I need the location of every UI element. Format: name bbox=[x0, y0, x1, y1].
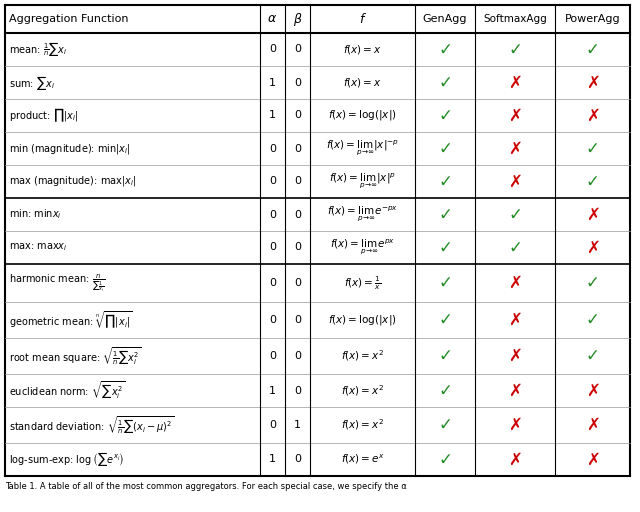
Text: 0: 0 bbox=[294, 77, 301, 88]
Text: 0: 0 bbox=[294, 177, 301, 186]
Text: $f(x) = \lim_{p\to\infty} |x|^{p}$: $f(x) = \lim_{p\to\infty} |x|^{p}$ bbox=[329, 172, 396, 191]
Text: 0: 0 bbox=[294, 209, 301, 220]
Text: 0: 0 bbox=[269, 243, 276, 252]
Text: 1: 1 bbox=[269, 77, 276, 88]
Text: 0: 0 bbox=[269, 315, 276, 325]
Text: 0: 0 bbox=[269, 209, 276, 220]
Text: $f(x) = x$: $f(x) = x$ bbox=[343, 43, 382, 56]
Text: 0: 0 bbox=[269, 420, 276, 430]
Text: ✗: ✗ bbox=[586, 74, 600, 92]
Text: max (magnitude): $\max |x_i|$: max (magnitude): $\max |x_i|$ bbox=[9, 175, 136, 188]
Text: $f(x) = \lim_{p\to\infty} e^{px}$: $f(x) = \lim_{p\to\infty} e^{px}$ bbox=[330, 238, 395, 257]
Text: ✗: ✗ bbox=[586, 106, 600, 124]
Text: ✓: ✓ bbox=[586, 40, 600, 58]
Text: geometric mean: $\sqrt[n]{\prod |x_i|}$: geometric mean: $\sqrt[n]{\prod |x_i|}$ bbox=[9, 309, 132, 331]
Text: $f(x) = \log(|x|)$: $f(x) = \log(|x|)$ bbox=[328, 109, 397, 122]
Text: ✓: ✓ bbox=[586, 139, 600, 158]
Text: 0: 0 bbox=[294, 386, 301, 395]
Text: ✗: ✗ bbox=[508, 139, 522, 158]
Text: ✗: ✗ bbox=[586, 381, 600, 399]
Text: 0: 0 bbox=[269, 45, 276, 54]
Text: ✗: ✗ bbox=[586, 239, 600, 257]
Text: ✓: ✓ bbox=[438, 40, 452, 58]
Text: euclidean norm: $\sqrt{\sum x_i^2}$: euclidean norm: $\sqrt{\sum x_i^2}$ bbox=[9, 380, 125, 401]
Text: min: $\min x_i$: min: $\min x_i$ bbox=[9, 207, 62, 221]
Text: ✓: ✓ bbox=[438, 274, 452, 292]
Text: min (magnitude): $\min |x_i|$: min (magnitude): $\min |x_i|$ bbox=[9, 141, 131, 156]
Text: ✗: ✗ bbox=[586, 416, 600, 434]
Text: product: $\prod |x_i|$: product: $\prod |x_i|$ bbox=[9, 107, 79, 124]
Text: ✓: ✓ bbox=[508, 40, 522, 58]
Text: ✓: ✓ bbox=[438, 239, 452, 257]
Text: $\alpha$: $\alpha$ bbox=[268, 12, 278, 26]
Text: sum: $\sum x_i$: sum: $\sum x_i$ bbox=[9, 74, 55, 92]
Text: ✓: ✓ bbox=[586, 173, 600, 190]
Text: ✗: ✗ bbox=[508, 347, 522, 365]
Text: 0: 0 bbox=[294, 351, 301, 361]
Text: PowerAgg: PowerAgg bbox=[564, 14, 620, 24]
Text: ✓: ✓ bbox=[508, 205, 522, 224]
Text: $f(x) = \log(|x|)$: $f(x) = \log(|x|)$ bbox=[328, 313, 397, 327]
Text: $f(x) = \lim_{p\to\infty} e^{-px}$: $f(x) = \lim_{p\to\infty} e^{-px}$ bbox=[327, 205, 398, 224]
Text: ✗: ✗ bbox=[508, 416, 522, 434]
Text: root mean square: $\sqrt{\frac{1}{n}\sum x_i^2}$: root mean square: $\sqrt{\frac{1}{n}\sum… bbox=[9, 345, 142, 367]
Text: ✓: ✓ bbox=[438, 173, 452, 190]
Text: ✓: ✓ bbox=[438, 311, 452, 329]
Text: $f(x) = x^2$: $f(x) = x^2$ bbox=[341, 349, 384, 364]
Text: ✗: ✗ bbox=[508, 451, 522, 468]
Text: Aggregation Function: Aggregation Function bbox=[9, 14, 129, 24]
Text: $f(x) = x$: $f(x) = x$ bbox=[343, 76, 382, 89]
Text: ✓: ✓ bbox=[438, 106, 452, 124]
Text: 0: 0 bbox=[269, 177, 276, 186]
Text: ✗: ✗ bbox=[586, 205, 600, 224]
Text: SoftmaxAgg: SoftmaxAgg bbox=[483, 14, 547, 24]
Text: 1: 1 bbox=[294, 420, 301, 430]
Text: ✓: ✓ bbox=[586, 311, 600, 329]
Text: ✗: ✗ bbox=[508, 381, 522, 399]
Text: standard deviation: $\sqrt{\frac{1}{n}\sum(x_i - \mu)^2}$: standard deviation: $\sqrt{\frac{1}{n}\s… bbox=[9, 414, 174, 436]
Text: 0: 0 bbox=[269, 143, 276, 154]
Text: ✓: ✓ bbox=[508, 239, 522, 257]
Text: $f(x) = x^2$: $f(x) = x^2$ bbox=[341, 418, 384, 433]
Text: ✗: ✗ bbox=[508, 311, 522, 329]
Text: 0: 0 bbox=[294, 143, 301, 154]
Text: 0: 0 bbox=[294, 243, 301, 252]
Text: ✓: ✓ bbox=[438, 139, 452, 158]
Text: $f$: $f$ bbox=[358, 12, 367, 26]
Text: ✓: ✓ bbox=[438, 205, 452, 224]
Text: ✗: ✗ bbox=[508, 173, 522, 190]
Text: harmonic mean: $\frac{n}{\sum \frac{1}{x_i}}$: harmonic mean: $\frac{n}{\sum \frac{1}{x… bbox=[9, 272, 105, 294]
Text: $f(x) = \frac{1}{x}$: $f(x) = \frac{1}{x}$ bbox=[344, 274, 381, 291]
Text: ✗: ✗ bbox=[508, 74, 522, 92]
Text: ✗: ✗ bbox=[586, 451, 600, 468]
Text: 0: 0 bbox=[294, 455, 301, 464]
Text: ✗: ✗ bbox=[508, 106, 522, 124]
Text: $f(x) = x^2$: $f(x) = x^2$ bbox=[341, 383, 384, 398]
Text: 0: 0 bbox=[294, 315, 301, 325]
Text: ✓: ✓ bbox=[438, 74, 452, 92]
Text: Table 1. A table of all of the most common aggregators. For each special case, w: Table 1. A table of all of the most comm… bbox=[5, 482, 407, 491]
Text: mean: $\frac{1}{n}\sum x_i$: mean: $\frac{1}{n}\sum x_i$ bbox=[9, 40, 67, 58]
Text: $f(x) = \lim_{p\to\infty} |x|^{-p}$: $f(x) = \lim_{p\to\infty} |x|^{-p}$ bbox=[326, 139, 399, 158]
Text: 0: 0 bbox=[294, 111, 301, 120]
Text: 1: 1 bbox=[269, 386, 276, 395]
Text: ✓: ✓ bbox=[438, 416, 452, 434]
Text: ✗: ✗ bbox=[508, 274, 522, 292]
Text: 1: 1 bbox=[269, 111, 276, 120]
Text: ✓: ✓ bbox=[438, 451, 452, 468]
Text: 0: 0 bbox=[294, 45, 301, 54]
Text: 0: 0 bbox=[294, 278, 301, 288]
Text: 0: 0 bbox=[269, 278, 276, 288]
Text: ✓: ✓ bbox=[438, 347, 452, 365]
Text: log-sum-exp: $\log\left(\sum e^{x_i}\right)$: log-sum-exp: $\log\left(\sum e^{x_i}\rig… bbox=[9, 451, 124, 468]
Text: $\beta$: $\beta$ bbox=[292, 11, 302, 28]
Text: ✓: ✓ bbox=[586, 347, 600, 365]
Text: $f(x) = e^x$: $f(x) = e^x$ bbox=[340, 453, 385, 466]
Text: ✓: ✓ bbox=[586, 274, 600, 292]
Text: max: $\max x_i$: max: $\max x_i$ bbox=[9, 242, 67, 253]
Text: ✓: ✓ bbox=[438, 381, 452, 399]
Text: 0: 0 bbox=[269, 351, 276, 361]
Text: 1: 1 bbox=[269, 455, 276, 464]
Text: GenAgg: GenAgg bbox=[423, 14, 467, 24]
